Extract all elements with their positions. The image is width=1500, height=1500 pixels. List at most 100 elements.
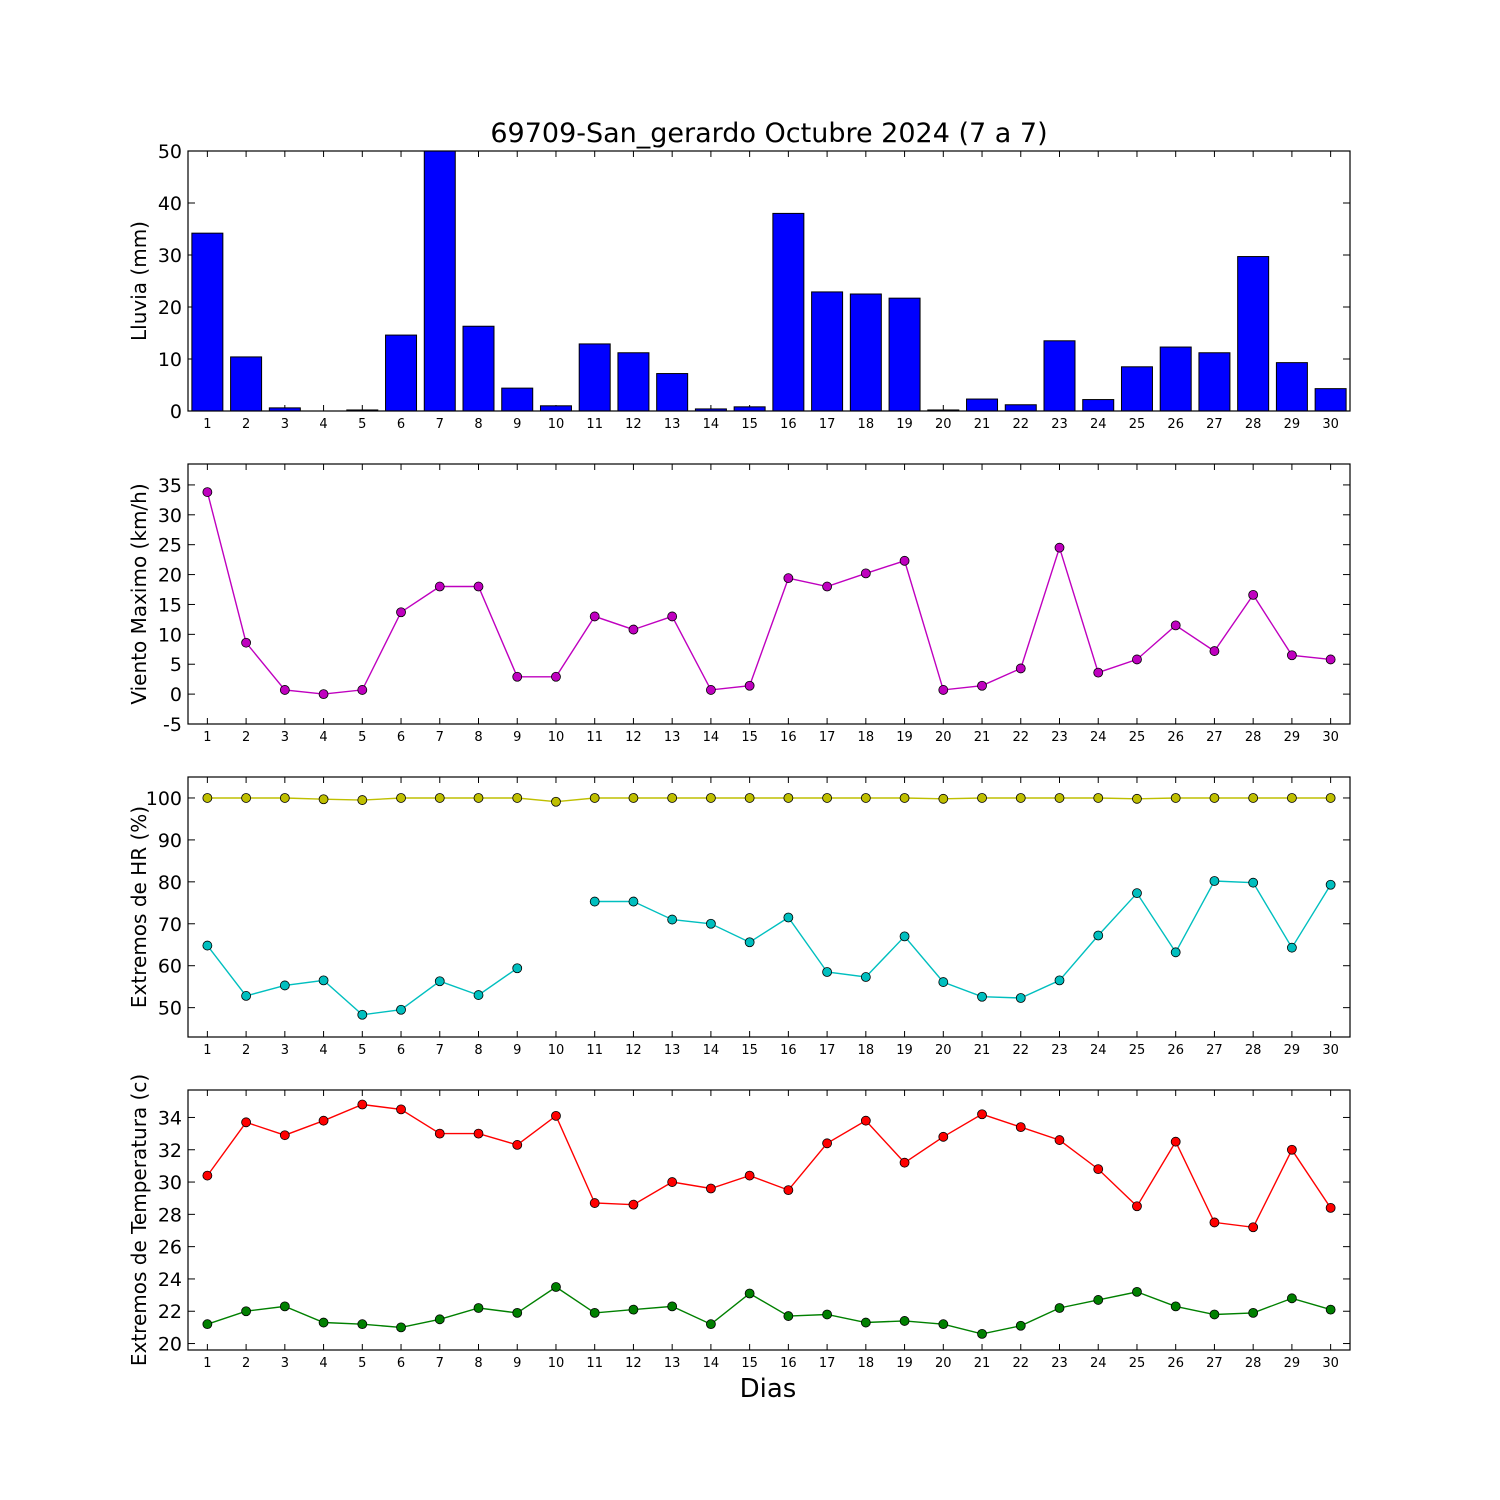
- x-tick-label: 5: [358, 417, 366, 432]
- series-hr-0: [202, 793, 1336, 807]
- x-tick-label: 21: [974, 1356, 991, 1371]
- x-tick-label: 16: [780, 1356, 797, 1371]
- y-tick-label: 20: [158, 565, 182, 587]
- point-1: [202, 487, 213, 497]
- x-tick-label: 16: [780, 1043, 797, 1058]
- point-3: [279, 1130, 290, 1141]
- x-tick-label: 17: [819, 1356, 836, 1371]
- point-3: [279, 1301, 290, 1312]
- bar-13: [656, 373, 689, 412]
- point-23: [1054, 1135, 1065, 1145]
- x-tick-label: 29: [1284, 1043, 1301, 1058]
- x-tick-label: 11: [586, 1356, 603, 1371]
- x-tick-label: 6: [397, 1356, 405, 1371]
- point-20: [938, 977, 949, 987]
- x-tick-label: 18: [858, 1356, 875, 1371]
- point-7: [434, 581, 445, 592]
- point-4: [318, 975, 329, 986]
- series-line: [206, 880, 1332, 1016]
- x-tick-label: 26: [1167, 730, 1184, 745]
- y-tick-label: 25: [158, 535, 182, 557]
- x-tick-label: 15: [741, 417, 758, 432]
- x-tick-label: 15: [741, 1356, 758, 1371]
- y-tick-label: 60: [158, 956, 182, 978]
- x-tick-label: 28: [1245, 1356, 1262, 1371]
- x-tick-label: 21: [974, 730, 991, 745]
- x-tick-label: 27: [1206, 730, 1223, 745]
- point-8: [473, 793, 484, 803]
- point-2: [241, 991, 252, 1001]
- point-1: [202, 793, 213, 803]
- point-13: [667, 1301, 678, 1312]
- point-17: [822, 1138, 832, 1149]
- x-tick-label: 28: [1245, 1043, 1262, 1058]
- x-tick-label: 2: [242, 1356, 250, 1371]
- bar-29: [1275, 362, 1308, 412]
- x-tick-label: 3: [281, 730, 289, 745]
- point-10: [551, 1110, 561, 1121]
- plot-frame: [187, 1089, 1351, 1351]
- x-tick-label: 21: [974, 417, 991, 432]
- x-tick-label: 30: [1322, 417, 1339, 432]
- point-13: [667, 914, 678, 925]
- point-21: [977, 1109, 987, 1120]
- point-22: [1015, 993, 1026, 1003]
- point-13: [667, 793, 678, 803]
- y-tick-label: 35: [158, 475, 182, 497]
- point-24: [1093, 667, 1104, 678]
- point-4: [318, 794, 329, 805]
- x-tick-label: 23: [1051, 1043, 1068, 1058]
- plot-frame: [187, 776, 1351, 1038]
- point-7: [434, 1314, 445, 1325]
- y-tick-label: 50: [158, 998, 182, 1020]
- point-9: [512, 1307, 523, 1318]
- point-5: [357, 795, 368, 805]
- point-13: [667, 1177, 678, 1187]
- x-tick-label: 5: [358, 730, 366, 745]
- x-tick-label: 12: [625, 730, 642, 745]
- x-tick-label: 7: [436, 730, 444, 745]
- x-tick-label: 26: [1167, 417, 1184, 432]
- y-tick-label: 26: [158, 1237, 182, 1259]
- y-tick-label: 10: [158, 349, 182, 371]
- point-18: [860, 1317, 871, 1328]
- point-6: [396, 793, 406, 803]
- point-25: [1132, 1201, 1142, 1212]
- point-24: [1093, 1295, 1104, 1305]
- point-25: [1132, 1286, 1142, 1297]
- x-tick-label: 25: [1129, 417, 1146, 432]
- point-14: [706, 1319, 716, 1330]
- point-4: [318, 689, 329, 700]
- point-5: [357, 1099, 368, 1110]
- point-14: [706, 918, 716, 929]
- x-tick-label: 7: [436, 417, 444, 432]
- point-5: [357, 1319, 368, 1330]
- bar-26: [1159, 346, 1192, 412]
- point-2: [241, 637, 252, 648]
- point-3: [279, 980, 290, 991]
- x-tick-label: 9: [513, 1043, 521, 1058]
- point-22: [1015, 1320, 1026, 1331]
- x-tick-label: 8: [474, 730, 482, 745]
- point-14: [706, 793, 716, 803]
- point-26: [1170, 947, 1181, 958]
- point-11: [589, 1198, 600, 1208]
- x-tick-label: 19: [896, 1043, 913, 1058]
- bar-19: [888, 297, 921, 412]
- point-15: [744, 1288, 755, 1299]
- x-tick-label: 2: [242, 1043, 250, 1058]
- bar-10: [539, 405, 572, 412]
- point-16: [783, 793, 794, 803]
- point-20: [938, 793, 949, 804]
- bar-15: [733, 406, 766, 412]
- x-tick-label: 16: [780, 417, 797, 432]
- y-tick-label: 5: [170, 654, 182, 676]
- point-25: [1132, 888, 1142, 899]
- point-5: [357, 685, 368, 695]
- series-line: [207, 797, 1331, 803]
- x-tick-label: 17: [819, 1043, 836, 1058]
- bar-17: [811, 291, 844, 412]
- point-6: [396, 1104, 406, 1115]
- x-tick-label: 1: [203, 1356, 211, 1371]
